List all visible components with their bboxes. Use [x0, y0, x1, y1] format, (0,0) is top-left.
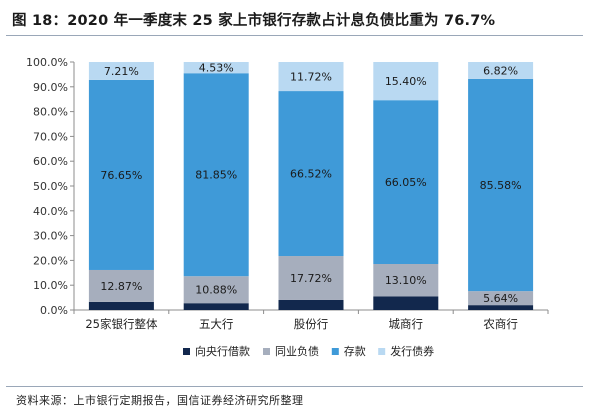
y-tick-label: 20.0% [33, 254, 68, 267]
legend-swatch [331, 348, 339, 355]
bar-segment [88, 269, 154, 302]
legend-swatch [183, 348, 190, 355]
y-tick-label: 0.0% [40, 304, 68, 317]
y-tick-label: 30.0% [33, 230, 68, 243]
data-label: 15.40% [385, 75, 427, 88]
x-category-label: 城商行 [389, 317, 424, 331]
y-tick-label: 100.0% [26, 56, 68, 69]
bar-segment [88, 301, 154, 310]
x-category-label: 五大行 [199, 317, 234, 331]
bar-segment [373, 62, 439, 101]
bar-segment [278, 299, 344, 310]
y-tick-label: 10.0% [33, 279, 68, 292]
data-label: 17.72% [290, 272, 332, 285]
data-label: 66.05% [385, 176, 427, 189]
legend-label: 存款 [344, 344, 366, 358]
bar-segment [468, 62, 534, 79]
legend-label: 发行债券 [390, 344, 434, 358]
bar-segment [468, 291, 534, 306]
data-label: 12.87% [100, 280, 142, 293]
bar-segment [88, 62, 154, 80]
bar-segment [373, 263, 439, 297]
bar-segment [468, 78, 534, 292]
data-label: 85.58% [480, 179, 522, 192]
data-label: 81.85% [195, 169, 237, 182]
title-divider [6, 35, 583, 36]
bar-segment [88, 79, 154, 270]
bar-segment [278, 256, 344, 300]
data-label: 5.64% [483, 292, 518, 305]
chart-bars [88, 62, 534, 310]
data-label: 66.52% [290, 168, 332, 181]
legend-label: 同业负债 [275, 344, 319, 358]
data-label: 4.53% [199, 62, 234, 75]
bar-segment [373, 296, 439, 310]
bar-segment [278, 62, 344, 92]
data-label: 76.65% [100, 169, 142, 182]
bar-segment [183, 62, 249, 74]
legend-label: 向央行借款 [195, 344, 250, 358]
chart-axes: 0.0% 10.0% 20.0% 30.0% 40.0% 50.0% 60.0% 70.0% 8… [26, 56, 549, 331]
y-tick-label: 40.0% [33, 205, 68, 218]
y-tick-label: 80.0% [33, 106, 68, 119]
bar-segment [278, 91, 344, 257]
data-label: 10.88% [195, 284, 237, 297]
chart-data-labels: 12.87% 76.65% 7.21% 10.88% 81.85% 4.53% 17.72%… [100, 62, 521, 306]
y-tick-label: 60.0% [33, 155, 68, 168]
data-label: 11.72% [290, 71, 332, 84]
source-note: 资料来源：上市银行定期报告，国信证券经济研究所整理 [16, 394, 304, 407]
data-label: 7.21% [104, 65, 139, 78]
bar-segment [183, 73, 249, 277]
legend-swatch [263, 348, 270, 355]
figure-title: 图 18：2020 年一季度末 25 家上市银行存款占计息负债比重为 76.7% [12, 13, 496, 29]
x-category-label: 农商行 [483, 317, 518, 331]
y-tick-label: 90.0% [33, 81, 68, 94]
data-label: 13.10% [385, 274, 427, 287]
bar-segment [183, 276, 249, 304]
chart-legend: 向央行借款 同业负债 存款 发行债券 [183, 344, 434, 358]
stacked-bar-chart: 0.0% 10.0% 20.0% 30.0% 40.0% 50.0% 60.0% 70.0% 8… [26, 56, 549, 358]
y-tick-label: 50.0% [33, 180, 68, 193]
y-tick-label: 70.0% [33, 130, 68, 143]
legend-swatch [378, 348, 386, 355]
bar-segment [373, 100, 439, 264]
x-category-label: 25家银行整体 [85, 317, 158, 331]
bar-segment [468, 305, 534, 310]
source-divider [6, 386, 583, 387]
data-label: 6.82% [483, 64, 518, 77]
bar-segment [183, 303, 249, 310]
x-category-label: 股份行 [294, 317, 329, 331]
